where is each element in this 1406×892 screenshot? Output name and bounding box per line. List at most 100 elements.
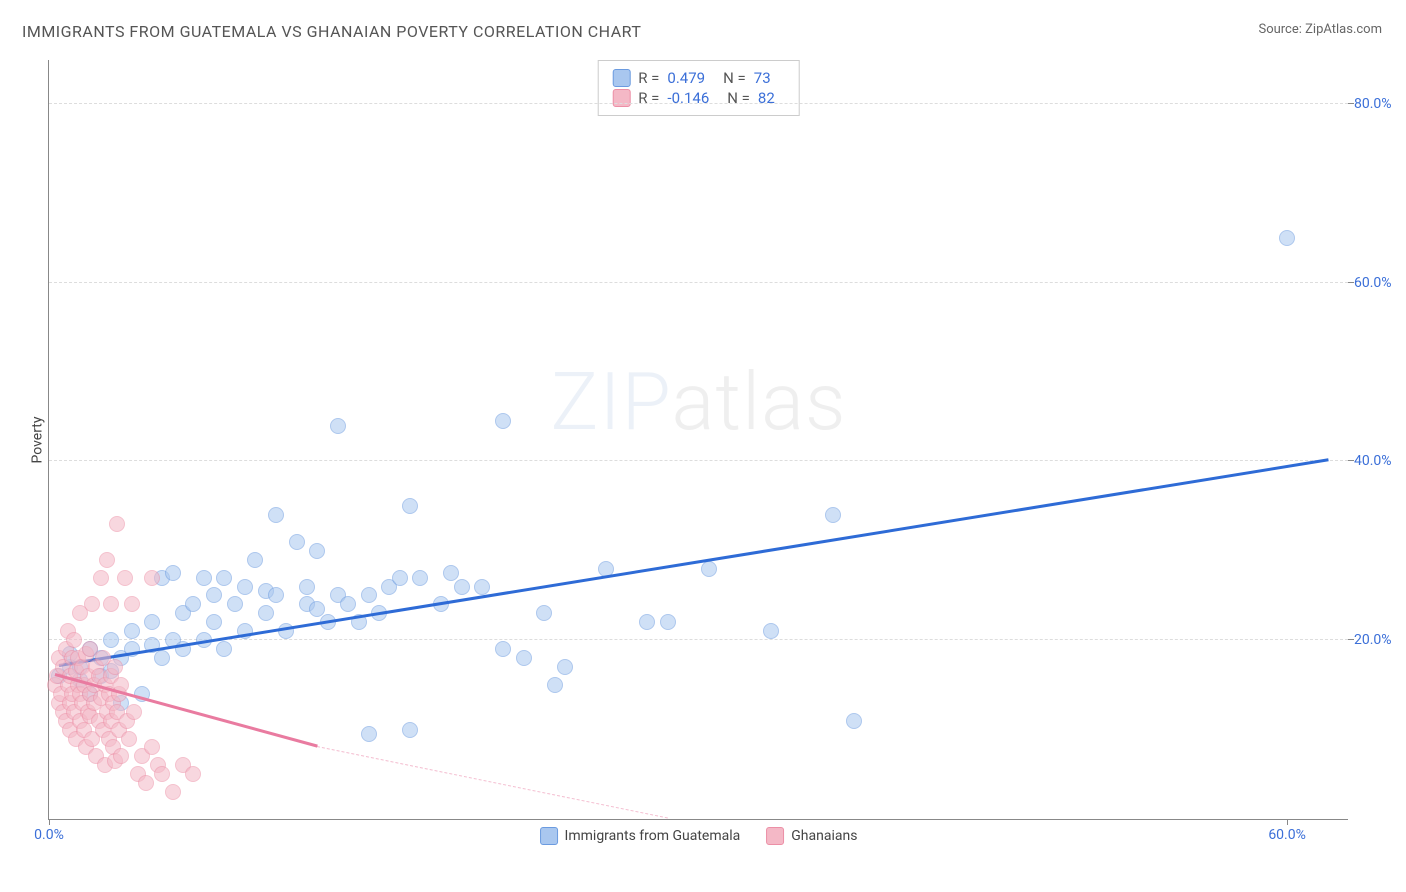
x-tick-mark [49,819,50,825]
data-point [113,748,129,764]
x-tick-label: 60.0% [1268,827,1306,843]
data-point [144,570,160,586]
data-point [206,614,222,630]
legend-row: R = -0.146 N = 82 [612,89,785,107]
data-point [392,570,408,586]
data-point [402,498,418,514]
grid-line [49,460,1348,461]
legend-row: R = 0.479 N = 73 [612,69,785,87]
data-point [124,596,140,612]
data-point [154,766,170,782]
y-tick-label: 80.0% [1354,96,1404,112]
data-point [124,623,140,639]
trend-line-dashed [317,746,668,819]
legend-swatch [540,827,558,845]
data-point [412,570,428,586]
data-point [247,552,263,568]
data-point [109,516,125,532]
data-point [639,614,655,630]
watermark: ZIPatlas [550,355,846,449]
data-point [846,713,862,729]
y-tick-label: 60.0% [1354,275,1404,291]
data-point [547,677,563,693]
x-tick-label: 0.0% [34,827,64,843]
data-point [402,722,418,738]
y-tick-mark [1348,282,1354,283]
data-point [330,418,346,434]
legend-n-value: 82 [758,89,775,107]
data-point [474,579,490,595]
data-point [237,579,253,595]
data-point [258,605,274,621]
data-point [268,507,284,523]
data-point [196,570,212,586]
data-point [268,587,284,603]
legend-r-value: 0.479 [667,69,705,87]
data-point [165,565,181,581]
legend-r-label: R = [638,89,659,107]
data-point [454,579,470,595]
x-tick-mark [1287,819,1288,825]
data-point [121,731,137,747]
legend-swatch [612,89,630,107]
data-point [536,605,552,621]
data-point [825,507,841,523]
legend-n-value: 73 [754,69,771,87]
source-attribution: Source: ZipAtlas.com [1258,22,1382,37]
y-tick-mark [1348,460,1354,461]
series-legend: Immigrants from Guatemala Ghanaians [540,827,858,845]
data-point [107,659,123,675]
data-point [99,552,115,568]
data-point [206,587,222,603]
data-point [165,784,181,800]
legend-n-label: N = [727,89,750,107]
scatter-plot: ZIPatlas R =0.479N =73R =-0.146N =82 Imm… [48,60,1348,820]
data-point [126,704,142,720]
data-point [361,587,377,603]
legend-item: Ghanaians [766,827,857,845]
data-point [93,570,109,586]
legend-label: Ghanaians [791,828,857,844]
grid-line [49,282,1348,283]
data-point [227,596,243,612]
data-point [216,641,232,657]
data-point [361,726,377,742]
data-point [557,659,573,675]
data-point [701,561,717,577]
data-point [660,614,676,630]
data-point [103,632,119,648]
legend-r-value: -0.146 [667,89,709,107]
data-point [144,739,160,755]
data-point [84,596,100,612]
legend-item: Immigrants from Guatemala [540,827,741,845]
data-point [66,632,82,648]
data-point [103,596,119,612]
data-point [117,570,133,586]
data-point [144,614,160,630]
data-point [1279,230,1295,246]
legend-swatch [612,69,630,87]
data-point [289,534,305,550]
data-point [299,579,315,595]
data-point [216,570,232,586]
correlation-legend: R =0.479N =73R =-0.146N =82 [597,60,800,116]
chart-title: IMMIGRANTS FROM GUATEMALA VS GHANAIAN PO… [22,22,641,41]
data-point [516,650,532,666]
grid-line [49,103,1348,104]
legend-r-label: R = [638,69,659,87]
legend-swatch [766,827,784,845]
legend-n-label: N = [723,69,746,87]
data-point [185,596,201,612]
legend-label: Immigrants from Guatemala [565,828,741,844]
data-point [340,596,356,612]
data-point [154,650,170,666]
data-point [495,641,511,657]
data-point [138,775,154,791]
y-axis-label: Poverty [30,416,46,463]
y-tick-label: 40.0% [1354,453,1404,469]
y-tick-label: 20.0% [1354,632,1404,648]
data-point [763,623,779,639]
y-tick-mark [1348,639,1354,640]
data-point [495,413,511,429]
data-point [309,543,325,559]
